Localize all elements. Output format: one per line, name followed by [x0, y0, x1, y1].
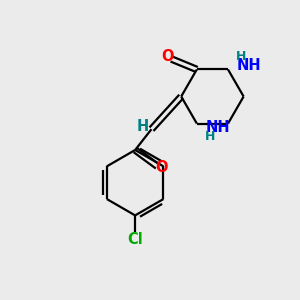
Text: H: H: [205, 130, 215, 143]
Text: O: O: [161, 50, 174, 64]
Text: H: H: [236, 50, 247, 63]
Text: NH: NH: [205, 120, 230, 135]
Text: H: H: [137, 119, 149, 134]
Text: O: O: [156, 160, 168, 175]
Text: NH: NH: [236, 58, 261, 74]
Text: Cl: Cl: [127, 232, 143, 247]
